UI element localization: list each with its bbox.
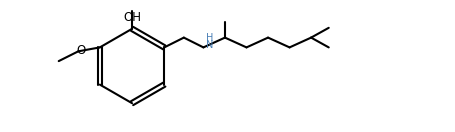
Text: N: N	[207, 40, 214, 50]
Text: O: O	[76, 44, 86, 57]
Text: OH: OH	[123, 11, 141, 23]
Text: H: H	[207, 33, 214, 43]
